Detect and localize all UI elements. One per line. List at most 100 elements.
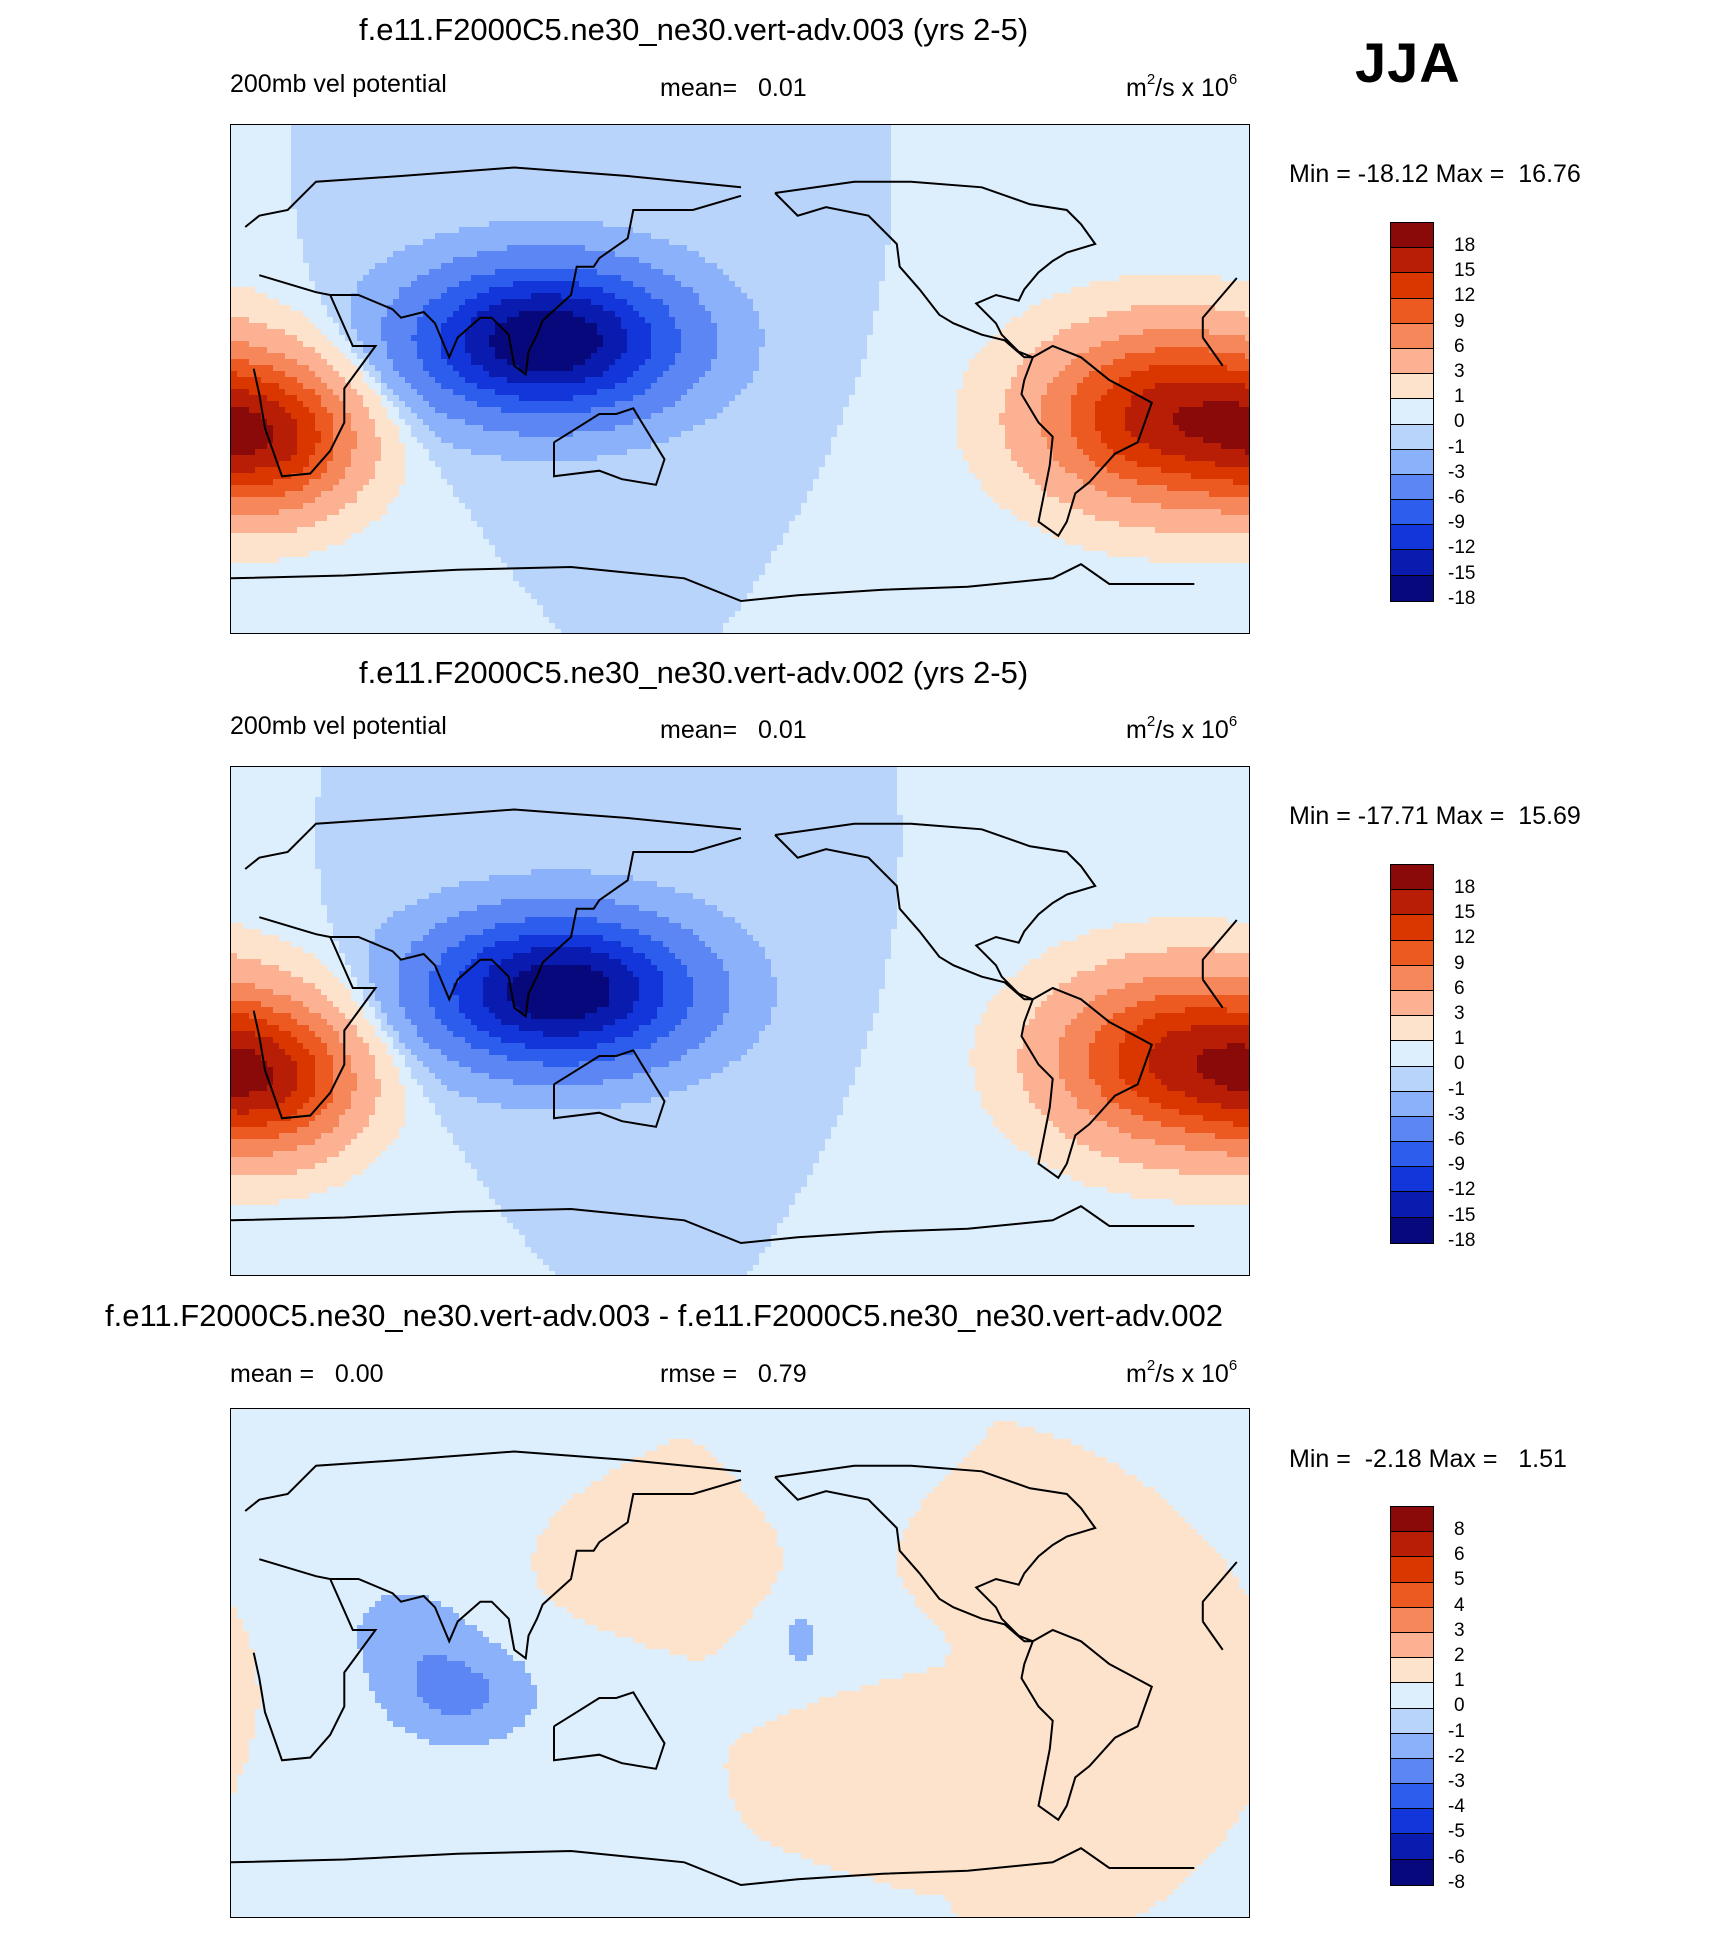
colorbar-swatch (1391, 1733, 1433, 1759)
panel2-map (230, 766, 1250, 1276)
panel2-minmax: Min = -17.71 Max = 15.69 (1289, 802, 1581, 831)
colorbar-tick-label: -15 (1448, 563, 1475, 585)
colorbar-tick-label: -2 (1448, 1746, 1465, 1768)
colorbar-swatch (1391, 865, 1433, 891)
panel2-colorbar (1390, 864, 1434, 1244)
colorbar-swatch (1391, 348, 1433, 375)
colorbar-swatch (1391, 1066, 1433, 1092)
colorbar-tick-label: 5 (1454, 1569, 1465, 1591)
colorbar-tick-label: 15 (1454, 902, 1475, 924)
colorbar-tick-label: -3 (1448, 1771, 1465, 1793)
colorbar-tick-label: 8 (1454, 1519, 1465, 1541)
panel2-center-label: mean= 0.01 (660, 716, 807, 745)
colorbar-tick-label: -4 (1448, 1796, 1465, 1818)
colorbar-swatch (1391, 1809, 1433, 1835)
panel1-units: m2/s x 106 (1126, 72, 1237, 103)
colorbar-swatch (1391, 1582, 1433, 1608)
panel3-minmax: Min = -2.18 Max = 1.51 (1289, 1445, 1567, 1474)
colorbar-swatch (1391, 223, 1433, 249)
colorbar-swatch (1391, 374, 1433, 400)
colorbar-swatch (1391, 1607, 1433, 1633)
panel3-contour-field (231, 1409, 1249, 1917)
colorbar-tick-label: 6 (1454, 1544, 1465, 1566)
colorbar-swatch (1391, 940, 1433, 966)
colorbar-tick-label: -18 (1448, 588, 1475, 610)
colorbar-tick-label: 9 (1454, 311, 1465, 333)
colorbar-swatch (1391, 298, 1433, 324)
panel2-units: m2/s x 106 (1126, 714, 1237, 745)
colorbar-tick-label: -1 (1448, 1721, 1465, 1743)
colorbar-swatch (1391, 1859, 1433, 1885)
colorbar-swatch (1391, 474, 1433, 501)
panel1-left-label: 200mb vel potential (230, 70, 447, 99)
colorbar-tick-label: -1 (1448, 437, 1465, 459)
panel1-center-label: mean= 0.01 (660, 74, 807, 103)
colorbar-swatch (1391, 1507, 1433, 1533)
colorbar-swatch (1391, 1784, 1433, 1810)
colorbar-swatch (1391, 575, 1433, 601)
panel1-contour-field (231, 125, 1249, 633)
colorbar-swatch (1391, 965, 1433, 991)
colorbar-tick-label: 12 (1454, 927, 1475, 949)
panel1-title: f.e11.F2000C5.ne30_ne30.vert-adv.003 (yr… (359, 12, 1028, 48)
colorbar-swatch (1391, 399, 1433, 425)
colorbar-tick-label: -6 (1448, 487, 1465, 509)
panel1-minmax: Min = -18.12 Max = 16.76 (1289, 160, 1581, 189)
colorbar-tick-label: -8 (1448, 1872, 1465, 1894)
colorbar-tick-label: 18 (1454, 235, 1475, 257)
panel3-units: m2/s x 106 (1126, 1358, 1237, 1389)
colorbar-swatch (1391, 1658, 1433, 1684)
panel1-map (230, 124, 1250, 634)
panel3-colorbar (1390, 1506, 1434, 1886)
colorbar-tick-label: -12 (1448, 537, 1475, 559)
colorbar-tick-label: -6 (1448, 1847, 1465, 1869)
colorbar-swatch (1391, 1192, 1433, 1218)
colorbar-tick-label: 6 (1454, 336, 1465, 358)
panel3-left-label: mean = 0.00 (230, 1360, 384, 1389)
colorbar-tick-label: 2 (1454, 1645, 1465, 1667)
season-label: JJA (1355, 30, 1461, 95)
panel3-center-label: rmse = 0.79 (660, 1360, 807, 1389)
colorbar-tick-label: 1 (1454, 1028, 1465, 1050)
colorbar-tick-label: 0 (1454, 1695, 1465, 1717)
colorbar-swatch (1391, 1708, 1433, 1734)
colorbar-tick-label: 3 (1454, 1620, 1465, 1642)
colorbar-swatch (1391, 323, 1433, 349)
colorbar-tick-label: 4 (1454, 1595, 1465, 1617)
colorbar-tick-label: 1 (1454, 386, 1465, 408)
panel1-colorbar (1390, 222, 1434, 602)
colorbar-swatch (1391, 1683, 1433, 1709)
colorbar-swatch (1391, 1834, 1433, 1860)
colorbar-tick-label: -1 (1448, 1079, 1465, 1101)
colorbar-tick-label: 0 (1454, 411, 1465, 433)
colorbar-swatch (1391, 550, 1433, 576)
colorbar-swatch (1391, 915, 1433, 941)
colorbar-tick-label: -9 (1448, 1154, 1465, 1176)
colorbar-tick-label: 9 (1454, 953, 1465, 975)
panel3-map (230, 1408, 1250, 1918)
colorbar-tick-label: -6 (1448, 1129, 1465, 1151)
colorbar-tick-label: 15 (1454, 260, 1475, 282)
colorbar-swatch (1391, 449, 1433, 475)
colorbar-swatch (1391, 1532, 1433, 1558)
panel3-title: f.e11.F2000C5.ne30_ne30.vert-adv.003 - f… (105, 1298, 1223, 1334)
colorbar-swatch (1391, 1557, 1433, 1583)
colorbar-swatch (1391, 500, 1433, 526)
colorbar-tick-label: -5 (1448, 1821, 1465, 1843)
colorbar-tick-label: -15 (1448, 1205, 1475, 1227)
colorbar-tick-label: -9 (1448, 512, 1465, 534)
colorbar-swatch (1391, 1632, 1433, 1659)
panel2-title: f.e11.F2000C5.ne30_ne30.vert-adv.002 (yr… (359, 655, 1028, 691)
panel2-contour-field (231, 767, 1249, 1275)
colorbar-tick-label: 6 (1454, 978, 1465, 1000)
colorbar-tick-label: 0 (1454, 1053, 1465, 1075)
colorbar-swatch (1391, 1016, 1433, 1042)
colorbar-swatch (1391, 1116, 1433, 1143)
colorbar-swatch (1391, 1041, 1433, 1067)
colorbar-swatch (1391, 1758, 1433, 1785)
colorbar-tick-label: 18 (1454, 877, 1475, 899)
colorbar-tick-label: 1 (1454, 1670, 1465, 1692)
colorbar-swatch (1391, 248, 1433, 274)
colorbar-tick-label: -3 (1448, 1104, 1465, 1126)
colorbar-swatch (1391, 990, 1433, 1017)
